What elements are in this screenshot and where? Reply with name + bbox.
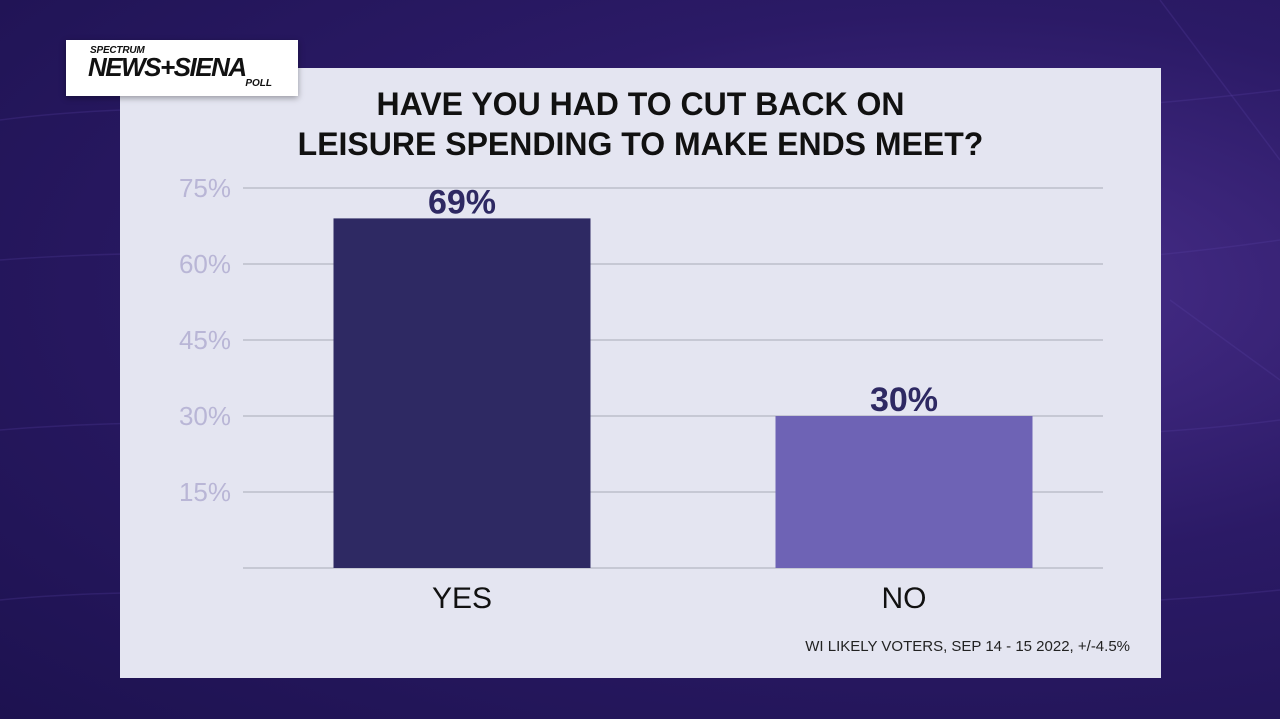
chart-card	[120, 68, 1161, 678]
y-tick-label: 30%	[179, 401, 231, 431]
data-label: 69%	[428, 183, 496, 221]
data-label: 30%	[870, 381, 938, 419]
poll-footnote: WI LIKELY VOTERS, SEP 14 - 15 2022, +/-4…	[805, 638, 1130, 655]
logo-brand-top: SPECTRUM	[90, 45, 145, 56]
x-category-label: NO	[882, 582, 927, 615]
chart-title-line-1: HAVE YOU HAD TO CUT BACK ON	[376, 86, 905, 122]
logo-brand-main: NEWS+SIENA	[88, 52, 247, 82]
y-tick-label: 60%	[179, 249, 231, 279]
bar-no	[775, 416, 1033, 568]
logo-brand-sub: POLL	[245, 78, 272, 89]
x-category-label: YES	[432, 582, 492, 615]
chart-title-line-2: LEISURE SPENDING TO MAKE ENDS MEET?	[297, 126, 984, 162]
bar-yes	[333, 218, 591, 568]
y-tick-label: 15%	[179, 477, 231, 507]
chart-title: HAVE YOU HAD TO CUT BACK ON LEISURE SPEN…	[120, 84, 1161, 164]
news-siena-logo: SPECTRUM NEWS+SIENA POLL	[66, 40, 298, 96]
y-tick-label: 75%	[179, 173, 231, 203]
y-tick-label: 45%	[179, 325, 231, 355]
